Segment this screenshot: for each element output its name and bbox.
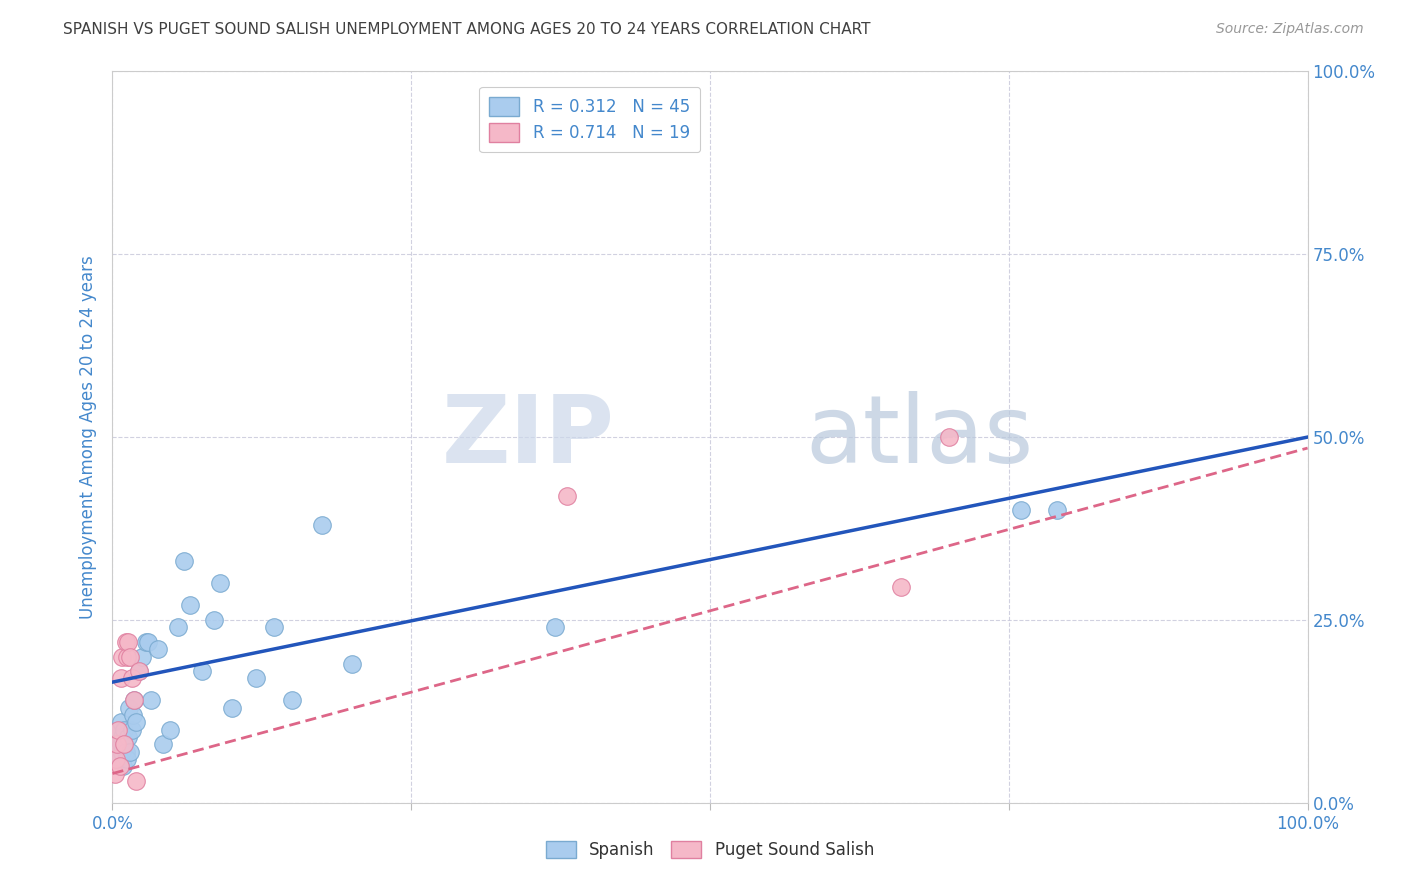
Text: Source: ZipAtlas.com: Source: ZipAtlas.com — [1216, 22, 1364, 37]
Point — [121, 723, 143, 737]
Point — [128, 664, 150, 678]
Point — [108, 752, 131, 766]
Point — [115, 649, 138, 664]
Point — [202, 613, 225, 627]
Point — [108, 759, 131, 773]
Point — [122, 693, 145, 707]
Point — [128, 664, 150, 678]
Legend: Spanish, Puget Sound Salish: Spanish, Puget Sound Salish — [537, 833, 883, 868]
Point — [105, 737, 128, 751]
Point — [131, 649, 153, 664]
Point — [890, 580, 912, 594]
Point — [221, 700, 243, 714]
Point — [543, 620, 565, 634]
Point — [112, 759, 135, 773]
Point — [121, 708, 143, 723]
Point — [110, 672, 132, 686]
Point — [107, 723, 129, 737]
Point — [121, 672, 143, 686]
Point — [135, 635, 157, 649]
Point — [152, 737, 174, 751]
Point — [105, 752, 128, 766]
Point — [263, 620, 285, 634]
Point — [117, 730, 139, 744]
Point — [117, 635, 139, 649]
Point — [1046, 503, 1069, 517]
Point — [114, 737, 135, 751]
Point — [107, 730, 129, 744]
Point — [159, 723, 181, 737]
Point — [173, 554, 195, 568]
Point — [125, 773, 148, 788]
Point — [105, 745, 128, 759]
Point — [114, 635, 136, 649]
Point — [179, 599, 201, 613]
Point — [111, 745, 134, 759]
Point — [105, 737, 128, 751]
Point — [938, 430, 960, 444]
Point — [111, 649, 134, 664]
Point — [120, 649, 142, 664]
Text: SPANISH VS PUGET SOUND SALISH UNEMPLOYMENT AMONG AGES 20 TO 24 YEARS CORRELATION: SPANISH VS PUGET SOUND SALISH UNEMPLOYME… — [63, 22, 870, 37]
Point — [311, 517, 333, 532]
Point — [114, 737, 135, 751]
Point — [138, 635, 160, 649]
Point — [115, 752, 138, 766]
Text: ZIP: ZIP — [441, 391, 614, 483]
Text: atlas: atlas — [806, 391, 1033, 483]
Point — [122, 693, 145, 707]
Point — [1010, 503, 1032, 517]
Y-axis label: Unemployment Among Ages 20 to 24 years: Unemployment Among Ages 20 to 24 years — [79, 255, 97, 619]
Point — [110, 715, 132, 730]
Point — [139, 693, 162, 707]
Point — [281, 693, 304, 707]
Point — [146, 642, 169, 657]
Point — [209, 576, 232, 591]
Point — [107, 723, 129, 737]
Point — [104, 766, 127, 780]
Point — [340, 657, 363, 671]
Point — [114, 745, 136, 759]
Point — [167, 620, 190, 634]
Point — [191, 664, 214, 678]
Point — [555, 489, 578, 503]
Point — [245, 672, 267, 686]
Point — [120, 745, 142, 759]
Point — [104, 752, 127, 766]
Point — [125, 715, 148, 730]
Point — [114, 723, 135, 737]
Point — [111, 730, 134, 744]
Point — [118, 700, 141, 714]
Point — [110, 737, 132, 751]
